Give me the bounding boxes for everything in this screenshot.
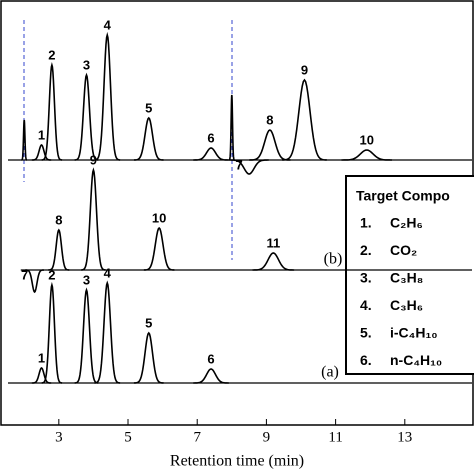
legend-number: 5. xyxy=(360,325,372,341)
legend-compound: C₂H₆ xyxy=(390,215,423,231)
peak xyxy=(229,159,269,175)
legend-compound: i-C₄H₁₀ xyxy=(390,325,438,341)
peak xyxy=(249,129,291,161)
x-tick-label: 11 xyxy=(328,429,342,445)
legend-number: 2. xyxy=(360,242,372,258)
legend-compound: CO₂ xyxy=(390,242,417,258)
legend-compound: n-C₄H₁₀ xyxy=(390,352,442,368)
peak-label: 8 xyxy=(266,112,273,127)
legend-box xyxy=(345,175,474,375)
x-tick-label: 13 xyxy=(397,429,412,445)
peak-label: 1 xyxy=(38,127,45,142)
peak xyxy=(81,167,106,271)
peak-label: 6 xyxy=(207,130,214,145)
peak xyxy=(341,149,393,161)
peak-label: 3 xyxy=(83,272,90,287)
peak xyxy=(31,144,52,161)
legend-number: 4. xyxy=(360,297,372,313)
peak xyxy=(282,78,327,161)
peak xyxy=(94,31,121,161)
peak-label: 4 xyxy=(104,17,112,32)
peak xyxy=(94,280,121,384)
peak xyxy=(31,367,52,384)
peak xyxy=(41,281,63,384)
legend-compound: C₃H₈ xyxy=(390,270,423,286)
peak xyxy=(48,228,70,271)
x-axis-title: Retention time (min) xyxy=(170,453,304,470)
trace-label: (a) xyxy=(321,364,339,381)
peak xyxy=(41,61,63,161)
peak xyxy=(252,252,295,271)
peak-label: 9 xyxy=(301,62,308,77)
peak xyxy=(133,116,164,161)
peak-label: 4 xyxy=(104,265,112,280)
legend-number: 3. xyxy=(360,270,372,286)
peak-label: 7 xyxy=(21,267,28,282)
peak xyxy=(193,368,229,384)
peak-label: 10 xyxy=(152,210,166,225)
peak xyxy=(25,269,44,294)
peak-label: 3 xyxy=(83,57,90,72)
x-tick-label: 5 xyxy=(124,429,132,445)
peak xyxy=(133,331,164,384)
x-tick-label: 9 xyxy=(263,429,271,445)
trace-label: (b) xyxy=(324,251,343,268)
peak-label: 7 xyxy=(235,157,242,172)
peak-label: 2 xyxy=(48,267,55,282)
peak-label: 1 xyxy=(38,350,45,365)
peak xyxy=(74,287,99,384)
peak-label: 10 xyxy=(360,132,374,147)
peak xyxy=(74,72,99,161)
peak xyxy=(21,119,28,161)
peak xyxy=(143,226,175,271)
peak-label: 5 xyxy=(145,315,152,330)
x-tick-label: 3 xyxy=(55,429,63,445)
peak xyxy=(193,147,229,161)
legend-title: Target Compo xyxy=(356,188,450,204)
peak-label: 8 xyxy=(55,212,62,227)
peak-label: 2 xyxy=(48,47,55,62)
legend-compound: C₃H₆ xyxy=(390,297,423,313)
legend-number: 1. xyxy=(360,215,372,231)
peak-label: 11 xyxy=(266,235,280,250)
peak-label: 6 xyxy=(207,351,214,366)
peak xyxy=(228,94,235,161)
peak-label: 9 xyxy=(90,152,97,167)
peak-label: 5 xyxy=(145,100,152,115)
x-tick-label: 7 xyxy=(193,429,201,445)
legend-number: 6. xyxy=(360,352,372,368)
